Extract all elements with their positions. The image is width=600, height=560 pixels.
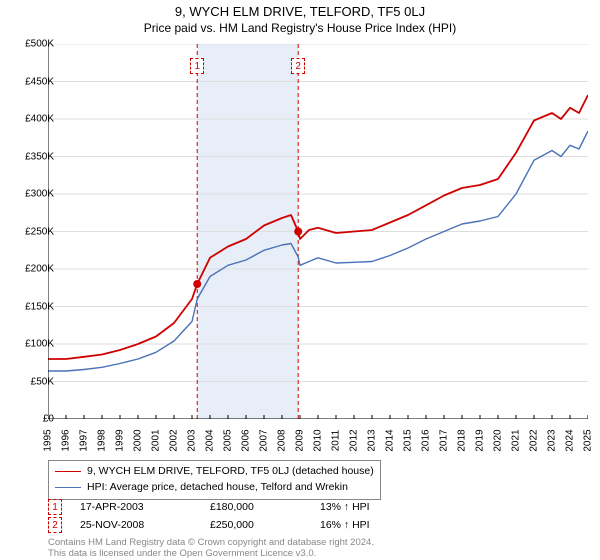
x-tick-label: 1995 xyxy=(43,429,54,451)
legend-label-hpi: HPI: Average price, detached house, Telf… xyxy=(87,480,348,496)
x-tick-label: 2006 xyxy=(241,429,252,451)
x-tick-label: 2005 xyxy=(223,429,234,451)
x-tick-label: 2013 xyxy=(367,429,378,451)
x-tick-label: 2004 xyxy=(205,429,216,451)
credits: Contains HM Land Registry data © Crown c… xyxy=(48,538,374,560)
sale-marker-flag: 2 xyxy=(291,58,305,74)
chart-plot-area: 12 xyxy=(48,44,588,419)
y-tick-label: £400K xyxy=(25,114,54,125)
y-tick-label: £50K xyxy=(31,376,54,387)
x-tick-label: 2018 xyxy=(457,429,468,451)
x-tick-label: 1997 xyxy=(79,429,90,451)
sale-price: £180,000 xyxy=(210,501,320,513)
legend-label-price-paid: 9, WYCH ELM DRIVE, TELFORD, TF5 0LJ (det… xyxy=(87,464,374,480)
x-tick-label: 2011 xyxy=(331,430,342,452)
sales-row: 2 25-NOV-2008 £250,000 16% ↑ HPI xyxy=(48,516,440,534)
chart-title: 9, WYCH ELM DRIVE, TELFORD, TF5 0LJ xyxy=(0,0,600,19)
x-tick-label: 2019 xyxy=(475,429,486,451)
y-tick-label: £450K xyxy=(25,76,54,87)
x-tick-label: 2020 xyxy=(493,429,504,451)
x-tick-label: 2024 xyxy=(565,429,576,451)
y-tick-label: £0 xyxy=(43,414,54,425)
x-tick-label: 2003 xyxy=(187,429,198,451)
chart-container: 9, WYCH ELM DRIVE, TELFORD, TF5 0LJ Pric… xyxy=(0,0,600,560)
x-tick-label: 1999 xyxy=(115,429,126,451)
y-tick-label: £250K xyxy=(25,226,54,237)
x-tick-label: 2012 xyxy=(349,429,360,451)
x-tick-label: 2023 xyxy=(547,429,558,451)
legend-swatch-price-paid xyxy=(55,471,81,472)
sales-table: 1 17-APR-2003 £180,000 13% ↑ HPI 2 25-NO… xyxy=(48,498,440,534)
x-tick-label: 2009 xyxy=(295,429,306,451)
legend-row-hpi: HPI: Average price, detached house, Telf… xyxy=(55,480,374,496)
x-tick-label: 1996 xyxy=(61,429,72,451)
x-tick-label: 2022 xyxy=(529,429,540,451)
sale-marker-box: 2 xyxy=(48,517,62,533)
sales-row: 1 17-APR-2003 £180,000 13% ↑ HPI xyxy=(48,498,440,516)
x-tick-label: 2010 xyxy=(313,429,324,451)
y-tick-label: £100K xyxy=(25,339,54,350)
sale-marker-box: 1 xyxy=(48,499,62,515)
chart-svg xyxy=(48,44,588,419)
x-tick-label: 2016 xyxy=(421,429,432,451)
y-tick-label: £500K xyxy=(25,39,54,50)
y-tick-label: £200K xyxy=(25,264,54,275)
x-tick-label: 1998 xyxy=(97,429,108,451)
y-tick-label: £150K xyxy=(25,301,54,312)
x-tick-label: 2007 xyxy=(259,429,270,451)
sale-marker-flag: 1 xyxy=(190,58,204,74)
y-tick-label: £300K xyxy=(25,189,54,200)
credits-line2: This data is licensed under the Open Gov… xyxy=(48,549,374,560)
x-tick-label: 2008 xyxy=(277,429,288,451)
legend-row-price-paid: 9, WYCH ELM DRIVE, TELFORD, TF5 0LJ (det… xyxy=(55,464,374,480)
sale-pct: 13% ↑ HPI xyxy=(320,501,440,513)
x-tick-label: 2014 xyxy=(385,429,396,451)
x-tick-label: 2017 xyxy=(439,429,450,451)
x-tick-label: 2015 xyxy=(403,429,414,451)
x-tick-label: 2001 xyxy=(151,429,162,451)
sale-pct: 16% ↑ HPI xyxy=(320,519,440,531)
legend: 9, WYCH ELM DRIVE, TELFORD, TF5 0LJ (det… xyxy=(48,460,381,500)
x-tick-label: 2002 xyxy=(169,429,180,451)
x-tick-label: 2025 xyxy=(583,429,594,451)
sale-date: 17-APR-2003 xyxy=(80,501,210,513)
sale-date: 25-NOV-2008 xyxy=(80,519,210,531)
legend-swatch-hpi xyxy=(55,487,81,488)
x-tick-label: 2000 xyxy=(133,429,144,451)
y-tick-label: £350K xyxy=(25,151,54,162)
sale-price: £250,000 xyxy=(210,519,320,531)
chart-subtitle: Price paid vs. HM Land Registry's House … xyxy=(0,19,600,39)
x-tick-label: 2021 xyxy=(511,429,522,451)
